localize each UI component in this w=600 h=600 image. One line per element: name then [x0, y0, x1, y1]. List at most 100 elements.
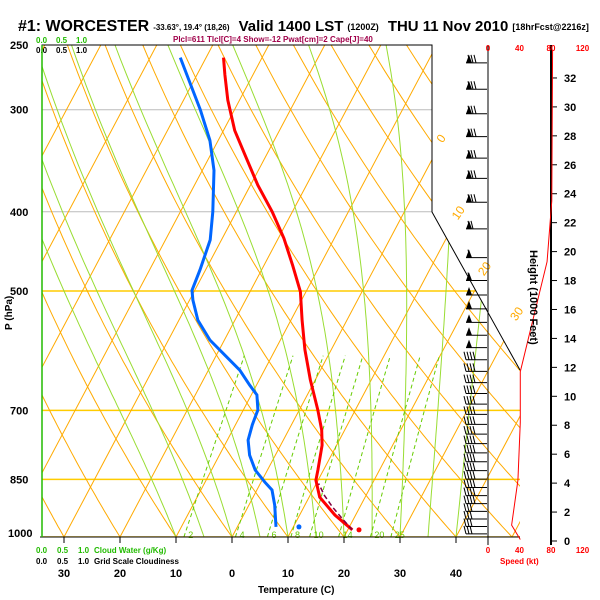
height-tick-label: 12 [564, 362, 576, 374]
wind-barb-feather [470, 170, 474, 179]
mixing-ratio-label: 4 [240, 530, 245, 540]
wind-barb-feather [467, 105, 471, 114]
cloud-bot-black-1: 0.5 [57, 557, 69, 566]
isotherm-label: 30 [507, 304, 526, 323]
wind-barb-feather [472, 495, 476, 504]
height-axis-title: Height (1000 Feet) [527, 250, 539, 345]
wind-barb-feather [469, 462, 473, 471]
height-tick-label: 0 [564, 536, 570, 548]
wind-barb-feather [473, 170, 477, 179]
x-tick-label: 30 [58, 568, 70, 580]
wind-barb-feather [469, 426, 473, 435]
dry-adiabat [42, 45, 177, 537]
isotherm [511, 45, 520, 537]
speed-tick-label-top: 120 [576, 44, 590, 53]
wind-barb-feather [467, 220, 471, 229]
wind-barb-feather [463, 396, 467, 405]
wind-barb-feather [463, 385, 467, 394]
wind-barb-feather [469, 385, 473, 394]
wind-barb-feather [473, 54, 477, 64]
wind-barb-feather [466, 426, 470, 435]
plot-frame [40, 44, 521, 538]
wind-barb-feather [472, 471, 476, 480]
x-tick-label: 40 [450, 568, 462, 580]
wind-barb-feather [467, 194, 471, 203]
height-tick-label: 22 [564, 218, 576, 230]
wind-barb-feather [470, 81, 474, 90]
wind-barb-feather [470, 220, 474, 229]
wind-barb-feather [466, 406, 470, 415]
wind-barb-feather [473, 194, 477, 203]
wind-barb-feather [466, 487, 470, 496]
wind-barb-feather [463, 453, 467, 462]
pressure-tick-label: 1000 [8, 528, 32, 540]
height-tick-label: 4 [564, 478, 571, 490]
wind-barb-feather [470, 150, 474, 159]
mixing-ratio-line [309, 355, 364, 537]
wind-barb-feather [467, 81, 471, 90]
mixing-ratio-line [266, 355, 324, 537]
cloud-top-black-1: 0.5 [56, 46, 68, 55]
isotherm [399, 45, 520, 537]
wind-barb-feather [469, 406, 473, 415]
wind-barb-feather [472, 416, 476, 425]
isotherm-label: 20 [475, 259, 494, 278]
dry-adiabat [66, 45, 345, 537]
wind-barb-feather [472, 444, 476, 453]
wind-barb-feather [469, 396, 473, 405]
x-tick-label: 10 [282, 568, 294, 580]
utc-time: (1200Z) [347, 22, 378, 32]
wind-barb-feather [469, 453, 473, 462]
wind-speed-profile [511, 50, 554, 540]
surface-dewpoint-dot [296, 524, 302, 530]
wind-barb-feather [472, 351, 476, 360]
pressure-tick-label: 300 [10, 105, 28, 117]
cloud-bot-black-0: 0.0 [36, 557, 48, 566]
isotherm [455, 45, 520, 537]
wind-barb-feather [466, 374, 470, 383]
dry-adiabat [255, 45, 520, 537]
wind-barb-feather [463, 374, 467, 383]
wind-barb-feather [463, 435, 467, 444]
wind-barb-feather [466, 471, 470, 480]
height-tick-label: 16 [564, 304, 576, 316]
x-tick-label: 20 [338, 568, 350, 580]
cloud-top-black-2: 1.0 [76, 46, 88, 55]
isotherm-label: 10 [449, 203, 468, 222]
x-tick-label: 30 [394, 568, 406, 580]
wind-barb-feather [467, 272, 471, 281]
mixing-ratio-line [338, 355, 391, 537]
isotherm [42, 45, 270, 537]
wind-barb-feather [463, 510, 467, 520]
wind-barb-feather [463, 518, 467, 527]
cloud-top-green-2: 1.0 [76, 36, 88, 45]
height-tick-label: 24 [564, 189, 577, 201]
moist-adiabat [385, 45, 408, 537]
parcel-line [317, 483, 353, 531]
height-tick-label: 10 [564, 391, 576, 403]
mixing-ratio-label: 10 [314, 530, 324, 540]
speed-tick-label-top: 80 [547, 44, 556, 53]
wind-barb-feather [463, 471, 467, 480]
wind-barb-feather [466, 435, 470, 444]
wind-barb-feather [469, 416, 473, 425]
wind-barb-feather [466, 479, 470, 488]
wind-barb-feather [470, 194, 474, 203]
mixing-ratio-line [390, 355, 440, 537]
height-tick-label: 6 [564, 449, 570, 461]
wind-barb-feather [463, 351, 467, 360]
dry-adiabat [217, 45, 520, 537]
wind-barb-feather [467, 54, 471, 64]
station-coords: -33.63°, 19.4° (18,26) [153, 23, 230, 32]
speed-axis-title: Speed (kt) [500, 557, 539, 566]
x-tick-label: 0 [229, 568, 235, 580]
wind-barb-feather [469, 487, 473, 496]
wind-barb-feather [469, 374, 473, 383]
wind-barb-feather [469, 503, 473, 512]
wind-barb-feather [466, 351, 470, 360]
dry-adiabat [330, 45, 520, 537]
wind-barb-feather [472, 479, 476, 488]
wind-barb-feather [466, 462, 470, 471]
y-axis-title: P (hPa) [4, 296, 15, 330]
wind-barb-feather [463, 444, 467, 453]
